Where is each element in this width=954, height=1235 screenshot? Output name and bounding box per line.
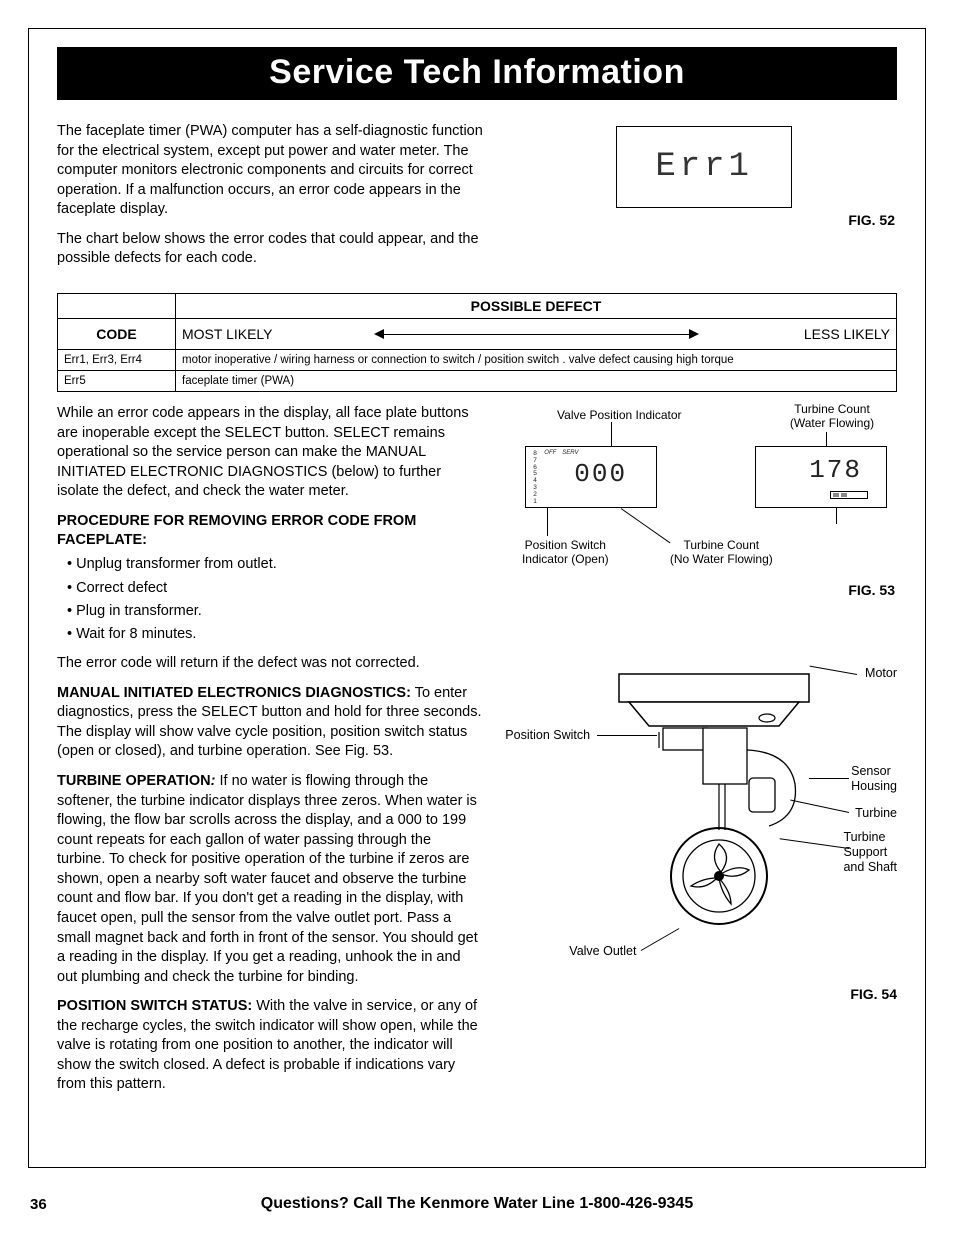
intro-p2: The chart below shows the error codes th… xyxy=(57,230,483,269)
table-cell-code: Err5 xyxy=(58,370,176,391)
while-para: While an error code appears in the displ… xyxy=(57,404,483,502)
fig54-label-pswitch: Position Switch xyxy=(505,728,590,743)
table-cell-code: Err1, Err3, Err4 xyxy=(58,349,176,370)
leader-line xyxy=(836,508,837,524)
table-cell-defect: faceplate timer (PWA) xyxy=(176,370,897,391)
table-less-hdr: LESS LIKELY xyxy=(787,318,897,349)
fig54-caption: FIG. 54 xyxy=(850,986,897,1002)
flowbar-seg xyxy=(841,493,847,497)
table-blank-hdr xyxy=(58,293,176,318)
fig53-label-tnoflow: Turbine Count (No Water Flowing) xyxy=(651,538,791,567)
procedure-list: Unplug transformer from outlet. Correct … xyxy=(57,553,483,646)
fig53-flowbar xyxy=(830,491,868,499)
table-most-hdr: MOST LIKELY xyxy=(176,318,286,349)
arrow-right-icon xyxy=(689,329,699,339)
leader-line xyxy=(826,432,827,446)
intro-row: The faceplate timer (PWA) computer has a… xyxy=(57,122,897,279)
position-heading: POSITION SWITCH STATUS: xyxy=(57,998,252,1014)
manual-heading: MANUAL INITIATED ELECTRONICS DIAGNOSTICS… xyxy=(57,685,411,701)
fig53-right-display: 178 xyxy=(755,446,887,508)
main-right: Valve Position Indicator Turbine Count (… xyxy=(511,404,897,1105)
table-header-row-2: CODE MOST LIKELY LESS LIKELY xyxy=(58,318,897,349)
fig52-text: Err1 xyxy=(655,148,753,186)
fig54-label-tsupport: Turbine Support and Shaft xyxy=(843,830,897,875)
intro-left: The faceplate timer (PWA) computer has a… xyxy=(57,122,483,279)
fig53-scale: 8 7 6 5 4 3 2 1 xyxy=(533,451,537,506)
fig53-label-valve: Valve Position Indicator xyxy=(539,408,699,422)
scale-val: 1 xyxy=(533,499,537,506)
turbine-heading: TURBINE OPERATION xyxy=(57,773,211,789)
table-cell-defect: motor inoperative / wiring harness or co… xyxy=(176,349,897,370)
defect-table: POSSIBLE DEFECT CODE MOST LIKELY LESS LI… xyxy=(57,293,897,392)
fig53-serv: SERV xyxy=(562,450,578,456)
table-possible-hdr: POSSIBLE DEFECT xyxy=(176,293,897,318)
main-left: While an error code appears in the displ… xyxy=(57,404,483,1105)
table-row: Err5 faceplate timer (PWA) xyxy=(58,370,897,391)
page-frame: Service Tech Information The faceplate t… xyxy=(28,28,926,1168)
manual-para: MANUAL INITIATED ELECTRONICS DIAGNOSTICS… xyxy=(57,684,483,762)
leader-line xyxy=(547,508,548,536)
fig54: Motor Position Switch Sensor Housing Tur… xyxy=(511,652,897,1002)
intro-p1: The faceplate timer (PWA) computer has a… xyxy=(57,122,483,220)
fig52-display: Err1 xyxy=(616,126,792,208)
footer-text: Questions? Call The Kenmore Water Line 1… xyxy=(0,1195,954,1213)
leader-line xyxy=(597,735,657,736)
fig53-left-value: 000 xyxy=(574,459,627,489)
table-header-row-1: POSSIBLE DEFECT xyxy=(58,293,897,318)
table-code-hdr: CODE xyxy=(58,318,176,349)
leader-line xyxy=(809,778,849,779)
fig54-label-motor: Motor xyxy=(865,666,897,681)
fig54-diagram xyxy=(599,666,829,966)
fig53-left-display: OFF SERV 8 7 6 5 4 3 2 1 000 xyxy=(525,446,657,508)
main-row: While an error code appears in the displ… xyxy=(57,404,897,1105)
list-item: Correct defect xyxy=(57,577,483,600)
fig53-off: OFF xyxy=(544,450,556,456)
fig53-label-pswitch: Position Switch Indicator (Open) xyxy=(505,538,625,567)
turbine-text: If no water is flowing through the softe… xyxy=(57,773,478,985)
fig54-label-turbine: Turbine xyxy=(855,806,897,821)
section-title: Service Tech Information xyxy=(57,47,897,100)
fig53: Valve Position Indicator Turbine Count (… xyxy=(511,408,897,608)
fig54-label-sensor: Sensor Housing xyxy=(851,764,897,794)
fig54-label-outlet: Valve Outlet xyxy=(569,944,636,959)
leader-line xyxy=(611,422,612,446)
fig52-caption: FIG. 52 xyxy=(511,212,895,228)
page-number: 36 xyxy=(30,1196,47,1213)
list-item: Unplug transformer from outlet. xyxy=(57,553,483,576)
fig53-label-tflow: Turbine Count (Water Flowing) xyxy=(777,402,887,431)
flowbar-seg xyxy=(833,493,839,497)
position-para: POSITION SWITCH STATUS: With the valve i… xyxy=(57,997,483,1095)
fig53-right-value: 178 xyxy=(809,455,862,485)
fig53-caption: FIG. 53 xyxy=(848,582,895,598)
turbine-para: TURBINE OPERATION: If no water is flowin… xyxy=(57,772,483,987)
table-arrow-cell xyxy=(286,318,787,349)
list-item: Plug in transformer. xyxy=(57,600,483,623)
list-item: Wait for 8 minutes. xyxy=(57,623,483,646)
error-return-para: The error code will return if the defect… xyxy=(57,654,483,674)
arrow-line xyxy=(382,334,691,336)
procedure-heading: PROCEDURE FOR REMOVING ERROR CODE FROM F… xyxy=(57,512,483,550)
intro-right: Err1 FIG. 52 xyxy=(511,122,897,279)
table-row: Err1, Err3, Err4 motor inoperative / wir… xyxy=(58,349,897,370)
